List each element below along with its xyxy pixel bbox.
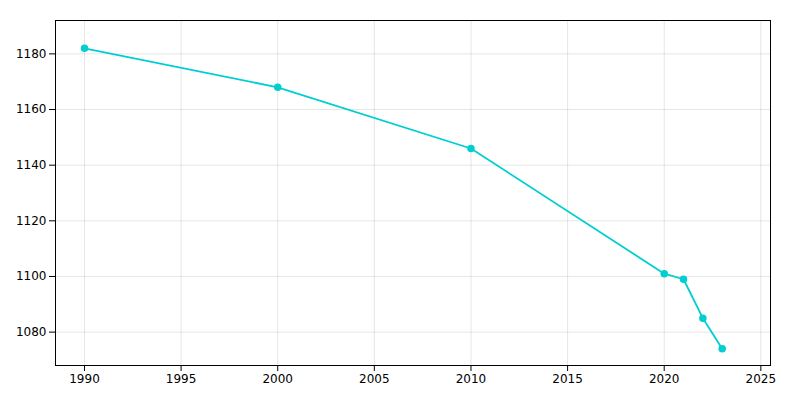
svg-text:1180: 1180 — [16, 47, 47, 61]
svg-text:2020: 2020 — [649, 372, 680, 386]
svg-text:1080: 1080 — [16, 325, 47, 339]
svg-text:1160: 1160 — [16, 102, 47, 116]
svg-text:1140: 1140 — [16, 158, 47, 172]
svg-text:2000: 2000 — [262, 372, 293, 386]
svg-text:1995: 1995 — [166, 372, 197, 386]
svg-text:1990: 1990 — [69, 372, 100, 386]
svg-text:1100: 1100 — [16, 269, 47, 283]
svg-text:2015: 2015 — [552, 372, 583, 386]
svg-text:1120: 1120 — [16, 214, 47, 228]
svg-text:2005: 2005 — [359, 372, 390, 386]
svg-text:2025: 2025 — [746, 372, 777, 386]
svg-text:2010: 2010 — [456, 372, 487, 386]
